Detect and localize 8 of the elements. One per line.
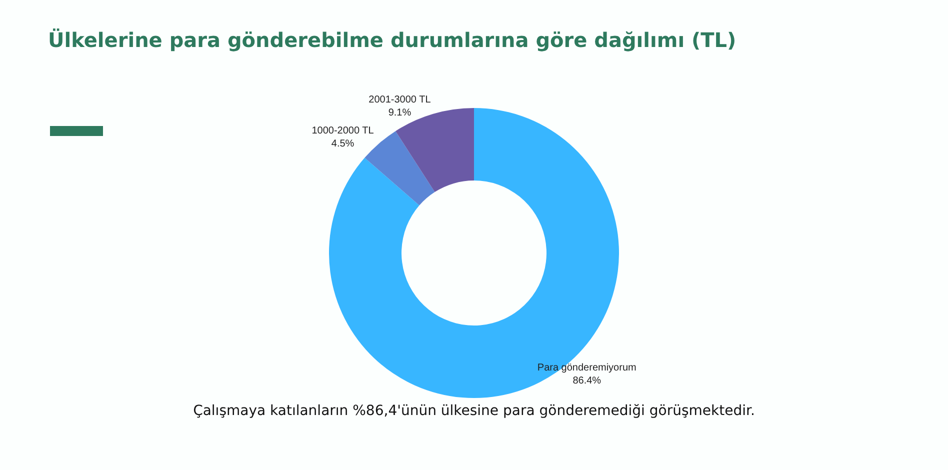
slice-label: 2001-3000 TL (368, 94, 432, 106)
data-label: 4.5% (331, 138, 354, 150)
data-label: 86.4% (572, 375, 602, 386)
slice-label: 1000-2000 TL (312, 126, 374, 137)
chart-title: Ülkelerine para gönderebilme durumlarına göre dağılımı (TL) (48, 28, 736, 52)
slice-label: Para gönderemiyorum (537, 362, 636, 374)
text: Çalışmaya katılanların %86,4'ünün ülkesine para gönderemediği görüşmektedir. (192, 403, 756, 419)
data-label: 9.1% (388, 107, 412, 118)
